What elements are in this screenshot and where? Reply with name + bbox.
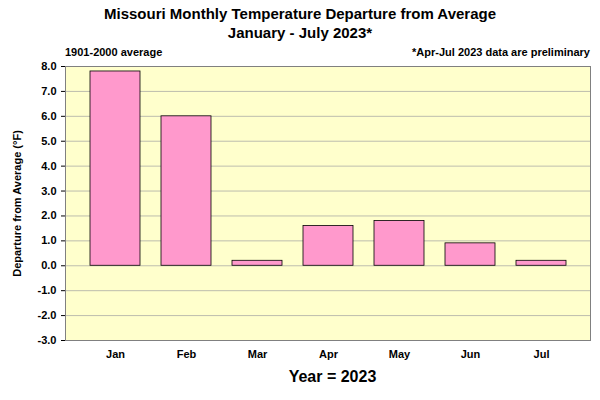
svg-text:Mar: Mar bbox=[248, 348, 268, 360]
svg-text:Jan: Jan bbox=[106, 348, 125, 360]
svg-text:May: May bbox=[389, 348, 411, 360]
svg-text:Feb: Feb bbox=[177, 348, 197, 360]
html-text:Year = 2023: Year = 2023 bbox=[288, 368, 377, 385]
html-text:Missouri Monthly Temperature D: Missouri Monthly Temperature Departure f… bbox=[104, 5, 496, 22]
svg-text:4.0: 4.0 bbox=[41, 160, 56, 172]
html-text:1901-2000 average: 1901-2000 average bbox=[65, 46, 163, 58]
svg-text:Jun: Jun bbox=[461, 348, 481, 360]
svg-text:6.0: 6.0 bbox=[41, 110, 56, 122]
svg-text:Departure from Average (°F): Departure from Average (°F) bbox=[11, 130, 23, 277]
html-text:January - July 2023*: January - July 2023* bbox=[227, 24, 373, 41]
svg-text:1.0: 1.0 bbox=[41, 234, 56, 246]
svg-text:0.0: 0.0 bbox=[41, 259, 56, 271]
svg-text:Apr: Apr bbox=[319, 348, 339, 360]
svg-text:5.0: 5.0 bbox=[41, 135, 56, 147]
svg-text:2.0: 2.0 bbox=[41, 209, 56, 221]
svg-text:3.0: 3.0 bbox=[41, 185, 56, 197]
svg-text:7.0: 7.0 bbox=[41, 85, 56, 97]
svg-text:8.0: 8.0 bbox=[41, 60, 56, 72]
svg-text:Jul: Jul bbox=[534, 348, 550, 360]
svg-text:-3.0: -3.0 bbox=[38, 334, 57, 346]
html-text:*Apr-Jul 2023 data are prelimi: *Apr-Jul 2023 data are preliminary bbox=[412, 46, 590, 58]
svg-text:-2.0: -2.0 bbox=[38, 309, 57, 321]
svg-text:-1.0: -1.0 bbox=[38, 284, 57, 296]
